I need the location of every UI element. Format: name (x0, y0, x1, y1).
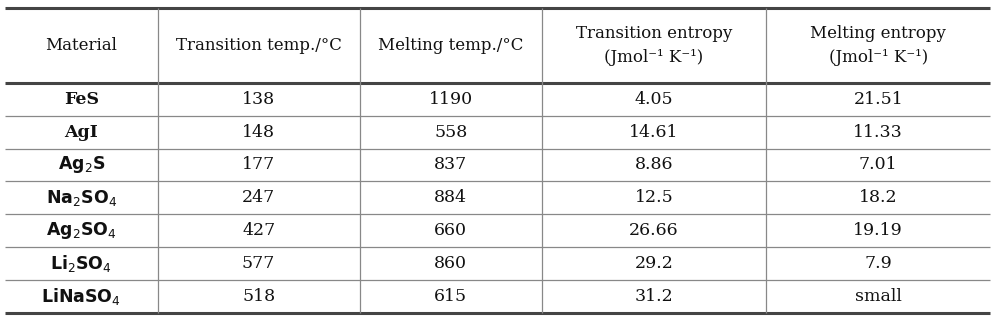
Text: Ag$_2$SO$_4$: Ag$_2$SO$_4$ (46, 220, 116, 241)
Text: LiNaSO$_4$: LiNaSO$_4$ (42, 286, 121, 307)
Text: 8.86: 8.86 (634, 156, 673, 173)
Text: 12.5: 12.5 (634, 189, 673, 206)
Text: 247: 247 (242, 189, 275, 206)
Text: 7.9: 7.9 (864, 255, 892, 272)
Text: 19.19: 19.19 (853, 222, 903, 239)
Text: FeS: FeS (64, 91, 98, 108)
Text: small: small (854, 288, 901, 305)
Text: Material: Material (46, 37, 117, 54)
Text: 884: 884 (433, 189, 467, 206)
Text: 518: 518 (242, 288, 275, 305)
Text: 1190: 1190 (428, 91, 472, 108)
Text: Transition temp./°C: Transition temp./°C (176, 37, 341, 54)
Text: 31.2: 31.2 (634, 288, 673, 305)
Text: 4.05: 4.05 (634, 91, 673, 108)
Text: Transition entropy: Transition entropy (576, 25, 732, 42)
Text: 615: 615 (433, 288, 467, 305)
Text: Ag$_2$S: Ag$_2$S (58, 154, 105, 176)
Text: 7.01: 7.01 (858, 156, 897, 173)
Text: 29.2: 29.2 (634, 255, 673, 272)
Text: Na$_2$SO$_4$: Na$_2$SO$_4$ (46, 188, 116, 208)
Text: Melting entropy: Melting entropy (809, 25, 945, 42)
Text: 427: 427 (242, 222, 275, 239)
Text: AgI: AgI (65, 124, 98, 141)
Text: 860: 860 (433, 255, 467, 272)
Text: (Jmol⁻¹ K⁻¹): (Jmol⁻¹ K⁻¹) (604, 49, 703, 66)
Text: 138: 138 (242, 91, 275, 108)
Text: 177: 177 (242, 156, 275, 173)
Text: 558: 558 (433, 124, 467, 141)
Text: 837: 837 (433, 156, 467, 173)
Text: 11.33: 11.33 (853, 124, 903, 141)
Text: (Jmol⁻¹ K⁻¹): (Jmol⁻¹ K⁻¹) (828, 49, 927, 66)
Text: 26.66: 26.66 (628, 222, 678, 239)
Text: Li$_2$SO$_4$: Li$_2$SO$_4$ (51, 253, 112, 274)
Text: 21.51: 21.51 (853, 91, 903, 108)
Text: 14.61: 14.61 (629, 124, 678, 141)
Text: 18.2: 18.2 (858, 189, 897, 206)
Text: Melting temp./°C: Melting temp./°C (378, 37, 523, 54)
Text: 577: 577 (242, 255, 275, 272)
Text: 660: 660 (433, 222, 467, 239)
Text: 148: 148 (242, 124, 275, 141)
